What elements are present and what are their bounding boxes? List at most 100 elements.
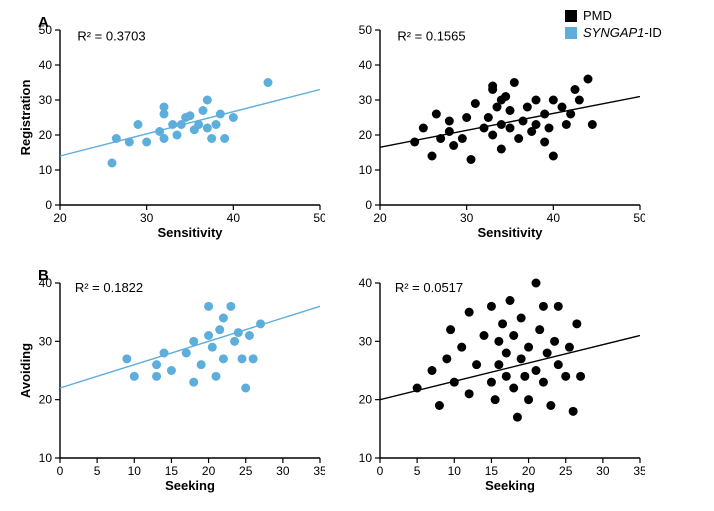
data-point — [413, 384, 422, 393]
data-point — [491, 395, 500, 404]
data-point — [539, 378, 548, 387]
x-tick-label: 10 — [448, 464, 462, 478]
data-point — [549, 96, 558, 105]
data-point — [204, 331, 213, 340]
x-axis-label: Seeking — [165, 478, 215, 493]
y-tick-label: 20 — [359, 393, 373, 407]
regression-line — [60, 90, 320, 157]
x-tick-label: 35 — [313, 464, 325, 478]
data-point — [539, 302, 548, 311]
data-point — [532, 120, 541, 129]
data-point — [203, 96, 212, 105]
x-tick-label: 40 — [227, 211, 241, 225]
y-tick-label: 40 — [359, 278, 373, 290]
data-point — [419, 124, 428, 133]
data-point — [432, 110, 441, 119]
r-squared-label: R² = 0.1565 — [397, 29, 465, 44]
x-tick-label: 40 — [547, 211, 561, 225]
data-point — [487, 378, 496, 387]
data-point — [524, 395, 533, 404]
x-tick-label: 25 — [559, 464, 573, 478]
y-tick-label: 20 — [39, 128, 53, 142]
data-point — [238, 354, 247, 363]
data-point — [569, 407, 578, 416]
x-axis-label: Sensitivity — [477, 225, 543, 240]
data-point — [445, 127, 454, 136]
data-point — [550, 337, 559, 346]
data-point — [197, 360, 206, 369]
data-point — [554, 360, 563, 369]
data-point — [215, 325, 224, 334]
data-point — [545, 124, 554, 133]
data-point — [458, 134, 467, 143]
data-point — [575, 96, 584, 105]
data-point — [484, 113, 493, 122]
data-point — [229, 113, 238, 122]
x-tick-label: 20 — [202, 464, 216, 478]
x-tick-label: 30 — [596, 464, 610, 478]
data-point — [488, 82, 497, 91]
legend-label-pmd: PMD — [583, 8, 612, 23]
x-tick-label: 20 — [522, 464, 536, 478]
data-point — [571, 85, 580, 94]
y-tick-label: 50 — [39, 25, 53, 37]
data-point — [446, 325, 455, 334]
x-tick-label: 35 — [633, 464, 645, 478]
data-point — [514, 134, 523, 143]
x-tick-label: 5 — [414, 464, 421, 478]
y-tick-label: 40 — [39, 278, 53, 290]
scatter-svg: 0510152025303510203040SeekingR² = 0.0517 — [340, 278, 645, 493]
x-tick-label: 0 — [377, 464, 384, 478]
data-point — [168, 120, 177, 129]
data-point — [152, 372, 161, 381]
x-axis-label: Sensitivity — [157, 225, 223, 240]
data-point — [230, 337, 239, 346]
data-point — [122, 354, 131, 363]
data-point — [226, 302, 235, 311]
data-point — [125, 138, 134, 147]
data-point — [506, 124, 515, 133]
y-tick-label: 10 — [39, 451, 53, 465]
data-point — [502, 349, 511, 358]
square-icon — [565, 10, 577, 22]
data-point — [509, 384, 518, 393]
data-point — [256, 319, 265, 328]
data-point — [212, 120, 221, 129]
data-point — [543, 349, 552, 358]
data-point — [134, 120, 143, 129]
data-point — [450, 378, 459, 387]
x-tick-label: 0 — [57, 464, 64, 478]
data-point — [510, 78, 519, 87]
data-point — [245, 331, 254, 340]
data-point — [506, 106, 515, 115]
data-point — [189, 337, 198, 346]
y-axis-label: Avoiding — [20, 343, 33, 398]
y-tick-label: 30 — [39, 334, 53, 348]
scatter-svg: 0510152025303510203040SeekingAvoidingR² … — [20, 278, 325, 493]
x-tick-label: 20 — [373, 211, 387, 225]
data-point — [562, 120, 571, 129]
data-point — [524, 343, 533, 352]
x-tick-label: 30 — [460, 211, 474, 225]
y-tick-label: 20 — [359, 128, 373, 142]
data-point — [519, 117, 528, 126]
r-squared-label: R² = 0.3703 — [77, 29, 145, 44]
x-tick-label: 30 — [140, 211, 154, 225]
data-point — [203, 124, 212, 133]
data-point — [502, 372, 511, 381]
data-point — [523, 103, 532, 112]
data-point — [182, 349, 191, 358]
scatter-svg: 2030405001020304050SensitivityR² = 0.156… — [340, 25, 645, 240]
data-point — [588, 120, 597, 129]
y-tick-label: 40 — [39, 58, 53, 72]
y-tick-label: 0 — [45, 198, 52, 212]
data-point — [465, 308, 474, 317]
data-point — [142, 138, 151, 147]
data-point — [130, 372, 139, 381]
data-point — [457, 343, 466, 352]
r-squared-label: R² = 0.1822 — [75, 280, 143, 295]
x-tick-label: 15 — [165, 464, 179, 478]
y-tick-label: 40 — [359, 58, 373, 72]
x-tick-label: 10 — [128, 464, 142, 478]
data-point — [532, 96, 541, 105]
